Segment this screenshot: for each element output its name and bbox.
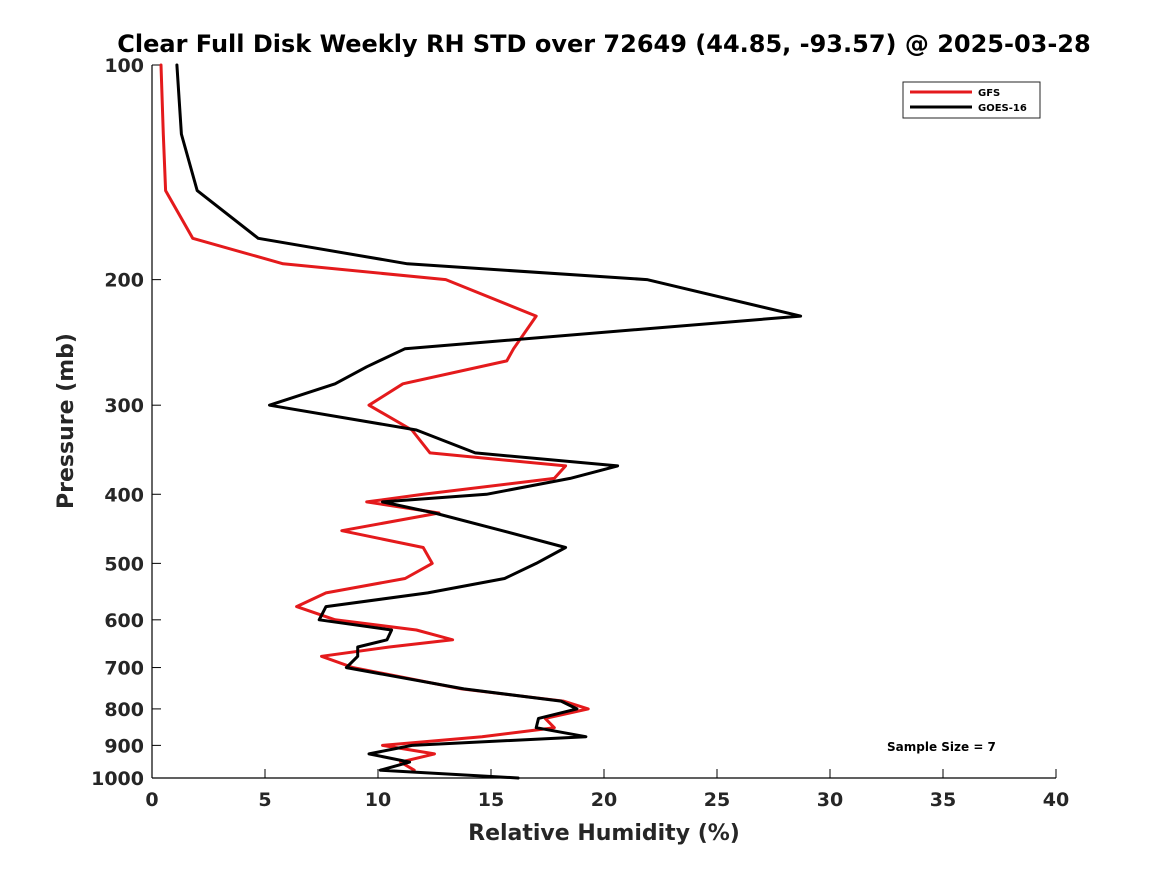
series-lines	[159, 63, 803, 780]
x-tick-label: 15	[478, 789, 504, 811]
y-tick-label: 400	[104, 484, 144, 506]
legend-label-gfs: GFS	[978, 88, 1000, 99]
plot-frame	[152, 65, 1056, 778]
y-tick-label: 700	[104, 658, 144, 680]
y-tick-label: 900	[104, 735, 144, 757]
x-tick-label: 25	[704, 789, 730, 811]
y-ticks: 100 200 300 400 500 600 700 800 900 1000	[91, 55, 161, 790]
sample-size-annotation: Sample Size = 7	[887, 740, 996, 754]
x-ticks: 0 5 10 15 20 25 30 35 40	[145, 769, 1069, 811]
x-tick-label: 10	[365, 789, 391, 811]
y-tick-label: 200	[104, 270, 144, 292]
x-tick-label: 5	[258, 789, 271, 811]
legend-label-goes16: GOES-16	[978, 103, 1027, 114]
chart-title: Clear Full Disk Weekly RH STD over 72649…	[117, 30, 1090, 58]
x-tick-label: 40	[1043, 789, 1069, 811]
x-tick-label: 35	[930, 789, 956, 811]
y-tick-label: 300	[104, 395, 144, 417]
x-tick-label: 30	[817, 789, 843, 811]
y-tick-label: 100	[104, 55, 144, 77]
x-tick-label: 20	[591, 789, 617, 811]
y-axis-label: Pressure (mb)	[54, 333, 79, 509]
y-tick-label: 800	[104, 699, 144, 721]
legend-box	[902, 81, 1041, 119]
legend: GFS GOES-16	[902, 81, 1041, 119]
y-tick-label: 500	[104, 553, 144, 575]
plot-area: 0 5 10 15 20 25 30 35 40 100 200 300 400 500 600 700 80…	[91, 55, 1069, 811]
series-line-gfs	[159, 63, 590, 772]
y-tick-label: 600	[104, 610, 144, 632]
x-tick-label: 0	[145, 789, 158, 811]
series-line-goes-16	[175, 63, 803, 780]
y-tick-label: 1000	[91, 768, 144, 790]
x-axis-label: Relative Humidity (%)	[468, 821, 740, 846]
